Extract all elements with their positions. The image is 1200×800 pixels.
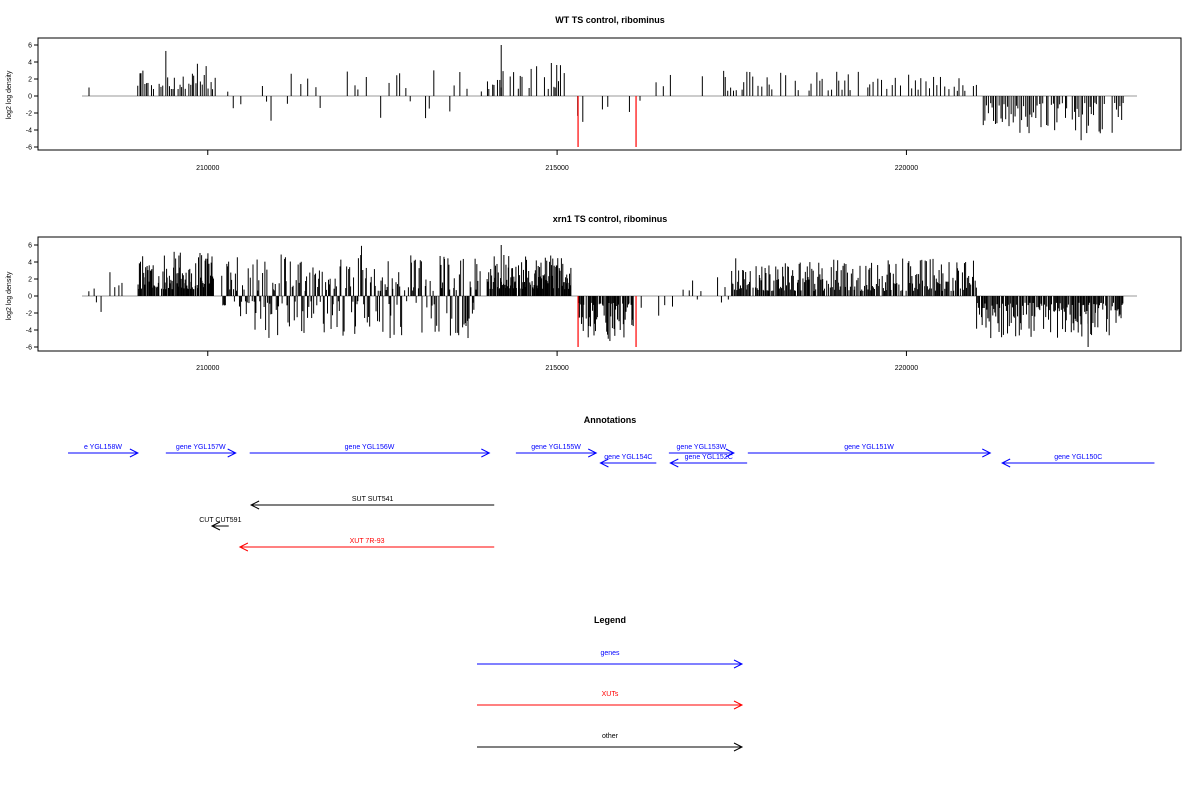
p1-xtick-label: 210000 [196, 165, 219, 172]
p1-xtick-label: 220000 [895, 165, 918, 172]
p1-ytick-label: -2 [26, 111, 32, 118]
annotation-feature-xut: XUT 7R-93 [238, 538, 495, 552]
xrn1-y-axis-label: log2 log density [6, 271, 13, 320]
annotation-arrow-head [227, 448, 237, 458]
annotation-feature-gene: gene YGL156W [249, 444, 491, 458]
annotation-label: e YGL158W [84, 444, 122, 451]
annotation-label: gene YGL153W [677, 444, 727, 451]
annotation-arrow-head [481, 448, 491, 458]
annotation-feature-other: CUT CUT591 [199, 517, 242, 531]
annotation-arrow-head [238, 542, 249, 552]
legend-title: Legend [594, 615, 626, 625]
annotation-label: XUT 7R-93 [350, 538, 385, 545]
p1-ytick-label: 0 [28, 94, 32, 101]
wt-density-bars [88, 45, 1124, 147]
wt-y-axis: 6 4 2 0 -2 -4 -6 [26, 43, 38, 152]
legend-arrow-head [733, 700, 744, 710]
annotations-panel: Annotations e YGL158W gene YGL157W gene YG… [68, 415, 1155, 552]
annotation-label: gene YGL150C [1054, 454, 1102, 461]
annotation-label: SUT SUT541 [352, 496, 394, 503]
wt-y-axis-label: log2 log density [6, 70, 13, 119]
annotation-arrow-head [1001, 458, 1011, 468]
legend-panel: Legend genes XUTs other [477, 615, 744, 752]
xrn1-y-axis: 6 4 2 0 -2 -4 -6 [26, 243, 38, 352]
annotation-feature-gene: gene YGL150C [1001, 454, 1155, 468]
annotation-feature-other: SUT SUT541 [249, 496, 495, 510]
p1-ytick-label: -4 [26, 128, 32, 135]
legend-arrow-head [733, 659, 744, 669]
xrn1-x-axis: 210000 215000 220000 [196, 351, 918, 372]
annotation-label: gene YGL156W [345, 444, 395, 451]
annotation-features: e YGL158W gene YGL157W gene YGL156W gene YG… [68, 444, 1155, 552]
annotation-arrow-head [210, 521, 221, 531]
legend-items: genes XUTs other [477, 650, 744, 752]
legend-item-gene: genes [477, 650, 744, 669]
annotation-arrow-head [725, 448, 735, 458]
p2-ytick-label: 0 [28, 294, 32, 301]
xrn1-panel-title: xrn1 TS control, ribominus [553, 214, 668, 224]
annotation-arrow-head [249, 500, 260, 510]
p1-ytick-label: 4 [28, 60, 32, 67]
p2-ytick-label: -2 [26, 311, 32, 318]
p2-ytick-label: -6 [26, 345, 32, 352]
annotation-feature-gene: gene YGL151W [747, 444, 992, 458]
p2-xtick-label: 220000 [895, 365, 918, 372]
xrn1-density-bars [88, 245, 1124, 347]
annotation-feature-gene: gene YGL155W [515, 444, 598, 458]
wt-density-panel: WT TS control, ribominus log2 log densit… [6, 15, 1182, 172]
annotation-label: gene YGL152C [685, 454, 733, 461]
wt-plot-frame [37, 37, 1182, 151]
p2-xtick-label: 210000 [196, 365, 219, 372]
annotation-feature-gene: gene YGL154C [599, 454, 657, 468]
legend-item-xut: XUTs [477, 691, 744, 710]
annotation-feature-gene: gene YGL153W [668, 444, 735, 458]
annotation-arrow-head [982, 448, 992, 458]
legend-item-other: other [477, 733, 744, 752]
p2-ytick-label: 6 [28, 243, 32, 250]
p2-xtick-label: 215000 [545, 365, 568, 372]
annotation-label: gene YGL151W [844, 444, 894, 451]
wt-panel-title: WT TS control, ribominus [555, 15, 665, 25]
legend-item-label: XUTs [602, 691, 619, 698]
annotation-arrow-head [599, 458, 609, 468]
p1-ytick-label: 6 [28, 43, 32, 50]
p1-ytick-label: -6 [26, 145, 32, 152]
legend-item-label: genes [600, 650, 620, 657]
annotation-label: gene YGL155W [531, 444, 581, 451]
p2-ytick-label: -4 [26, 328, 32, 335]
p2-ytick-label: 4 [28, 260, 32, 267]
annotation-feature-gene: gene YGL157W [165, 444, 237, 458]
annotations-title: Annotations [584, 415, 637, 425]
p1-ytick-label: 2 [28, 77, 32, 84]
legend-arrow-head [733, 742, 744, 752]
annotation-arrow-head [588, 448, 598, 458]
p2-ytick-label: 2 [28, 277, 32, 284]
p1-xtick-label: 215000 [545, 165, 568, 172]
xrn1-density-panel: xrn1 TS control, ribominus log2 log dens… [6, 214, 1182, 372]
annotation-arrow-head [669, 458, 679, 468]
annotation-label: gene YGL154C [604, 454, 652, 461]
annotation-label: CUT CUT591 [199, 517, 241, 524]
wt-x-axis: 210000 215000 220000 [196, 150, 918, 172]
annotation-arrow-head [129, 448, 140, 458]
annotation-feature-gene: e YGL158W [68, 444, 140, 458]
annotation-label: gene YGL157W [176, 444, 226, 451]
xrn1-plot-frame [37, 236, 1182, 352]
annotation-feature-gene: gene YGL152C [669, 454, 748, 468]
legend-item-label: other [602, 733, 619, 740]
